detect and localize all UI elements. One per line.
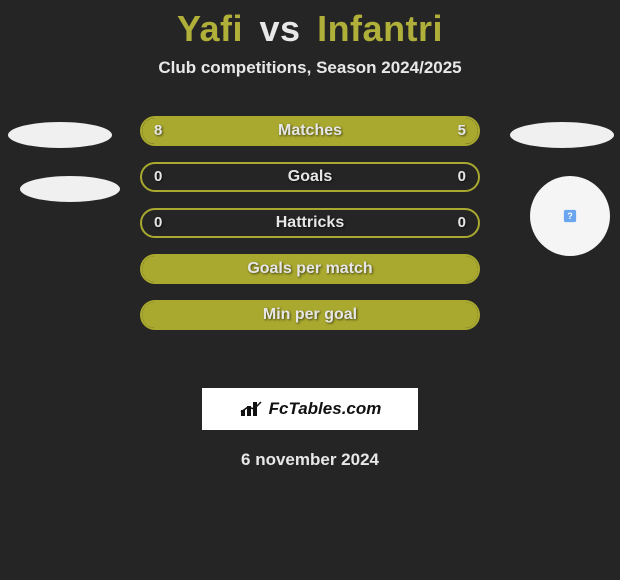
stat-label: Goals [142, 164, 478, 190]
player-right-name: Infantri [317, 8, 443, 49]
bar-chart-icon [239, 400, 265, 418]
player-right-badge-placeholder-2: ? [530, 176, 610, 256]
stat-label: Hattricks [142, 210, 478, 236]
player-left-name: Yafi [177, 8, 243, 49]
stat-row: 00Goals [140, 162, 480, 192]
svg-text:?: ? [567, 211, 572, 221]
stat-row: Min per goal [140, 300, 480, 330]
stat-row: 00Hattricks [140, 208, 480, 238]
unknown-image-icon: ? [563, 209, 577, 223]
stats-area: ? 85Matches 00Goals 00Hattricks Goals per m… [0, 116, 620, 376]
subtitle: Club competitions, Season 2024/2025 [0, 58, 620, 78]
stat-row: Goals per match [140, 254, 480, 284]
stat-label: Min per goal [142, 302, 478, 328]
player-right-badge-placeholder-1 [510, 122, 614, 148]
comparison-bars: 85Matches 00Goals 00Hattricks Goals per mat… [140, 116, 480, 346]
vs-separator: vs [260, 8, 301, 49]
player-left-badge-placeholder-1 [8, 122, 112, 148]
stat-row: 85Matches [140, 116, 480, 146]
brand-badge: FcTables.com [202, 388, 418, 430]
comparison-title: Yafi vs Infantri [0, 8, 620, 50]
stat-label: Goals per match [142, 256, 478, 282]
footer-date: 6 november 2024 [0, 450, 620, 470]
player-left-badge-placeholder-2 [20, 176, 120, 202]
stat-label: Matches [142, 118, 478, 144]
brand-text: FcTables.com [269, 399, 382, 419]
